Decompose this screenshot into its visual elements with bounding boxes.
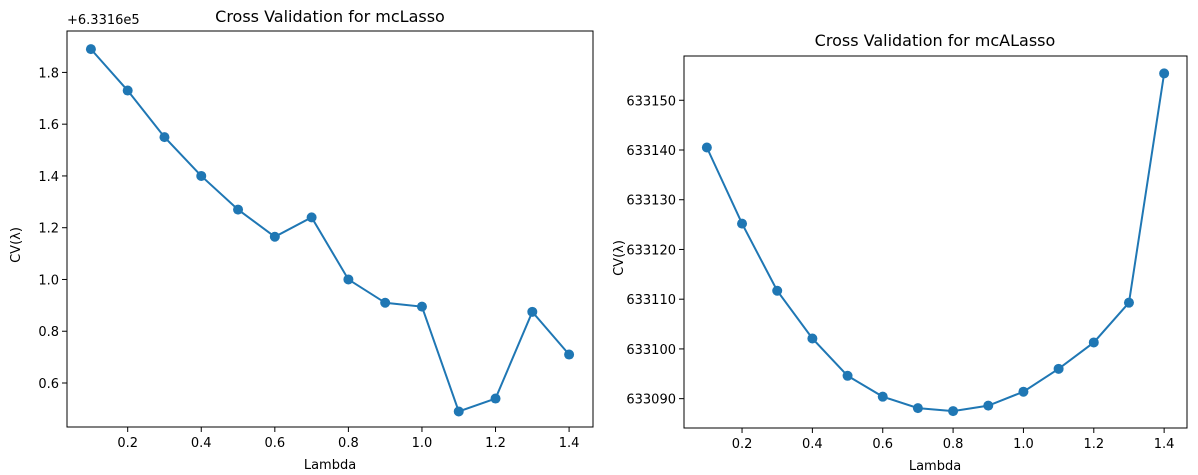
chart-title: Cross Validation for mcLasso — [215, 7, 445, 26]
data-point — [1018, 386, 1029, 397]
data-point — [983, 400, 994, 411]
y-tick-label: 633130 — [626, 194, 676, 209]
y-tick-label: 1.2 — [38, 222, 59, 237]
data-point — [948, 406, 959, 417]
y-tick-label: 1.4 — [38, 170, 59, 185]
x-tick-label: 1.4 — [1154, 437, 1175, 452]
data-point — [877, 391, 888, 402]
y-offset-text: +6.3316e5 — [67, 13, 140, 28]
y-tick-label: 633140 — [626, 144, 676, 159]
data-point — [269, 231, 280, 242]
data-point — [159, 132, 170, 143]
y-tick-label: 1.8 — [38, 66, 59, 81]
x-tick-label: 0.2 — [117, 436, 138, 451]
x-tick-label: 0.6 — [872, 437, 893, 452]
chart-title: Cross Validation for mcALasso — [815, 31, 1056, 50]
data-point — [343, 274, 354, 285]
axes-frame — [683, 55, 1188, 429]
y-tick-label: 633120 — [626, 243, 676, 258]
x-tick-label: 0.4 — [802, 437, 823, 452]
data-point — [912, 403, 923, 414]
data-point — [453, 406, 464, 417]
data-point — [737, 218, 748, 229]
x-tick-label: 1.0 — [1013, 437, 1034, 452]
data-point — [1088, 337, 1099, 348]
data-point — [772, 285, 783, 296]
data-point — [1159, 68, 1170, 79]
data-point — [1123, 297, 1134, 308]
x-tick-label: 0.6 — [264, 436, 285, 451]
y-tick-label: 633090 — [626, 393, 676, 408]
data-point — [416, 301, 427, 312]
series-line — [705, 73, 1166, 413]
y-tick-label: 633110 — [626, 293, 676, 308]
data-point — [233, 204, 244, 215]
y-tick-label: 633150 — [626, 94, 676, 109]
x-axis-label: Lambda — [304, 458, 356, 473]
y-tick-label: 0.8 — [38, 325, 59, 340]
chart-mclasso: Cross Validation for mcLasso +6.3316e5 L… — [9, 7, 594, 473]
chart-mcalasso: Cross Validation for mcALasso Lambda CV(… — [612, 31, 1188, 474]
y-tick-label: 633100 — [626, 343, 676, 358]
y-tick-label: 1.6 — [38, 118, 59, 133]
data-point — [380, 297, 391, 308]
y-axis-label: CV(λ) — [9, 227, 24, 263]
x-tick-label: 1.0 — [412, 436, 433, 451]
data-point — [122, 85, 133, 96]
x-tick-label: 1.2 — [1083, 437, 1104, 452]
data-point — [196, 170, 207, 181]
x-tick-label: 0.2 — [732, 437, 753, 452]
plot-area: 0.2 0.4 0.6 0.8 1.0 1.2 1.4 633090 633100 633110 6… — [626, 55, 1188, 452]
data-point — [306, 212, 317, 223]
x-axis-label: Lambda — [909, 459, 961, 474]
data-point — [564, 349, 575, 360]
x-tick-label: 0.4 — [191, 436, 212, 451]
data-point — [527, 306, 538, 317]
data-point — [85, 44, 96, 55]
data-point — [701, 142, 712, 153]
data-point — [490, 393, 501, 404]
axes-frame — [66, 30, 594, 428]
x-tick-label: 1.4 — [559, 436, 580, 451]
x-tick-label: 0.8 — [943, 437, 964, 452]
x-tick-label: 1.2 — [485, 436, 506, 451]
x-tick-label: 0.8 — [338, 436, 359, 451]
series-line — [90, 48, 570, 413]
data-point — [842, 370, 853, 381]
data-point — [807, 333, 818, 344]
data-point — [1053, 363, 1064, 374]
plot-area: 0.2 0.4 0.6 0.8 1.0 1.2 1.4 0.6 0.8 1.0 1.2 1.4 1.6 1… — [38, 30, 594, 451]
y-tick-label: 0.6 — [38, 377, 59, 392]
y-axis-label: CV(λ) — [612, 240, 627, 276]
y-tick-label: 1.0 — [38, 273, 59, 288]
